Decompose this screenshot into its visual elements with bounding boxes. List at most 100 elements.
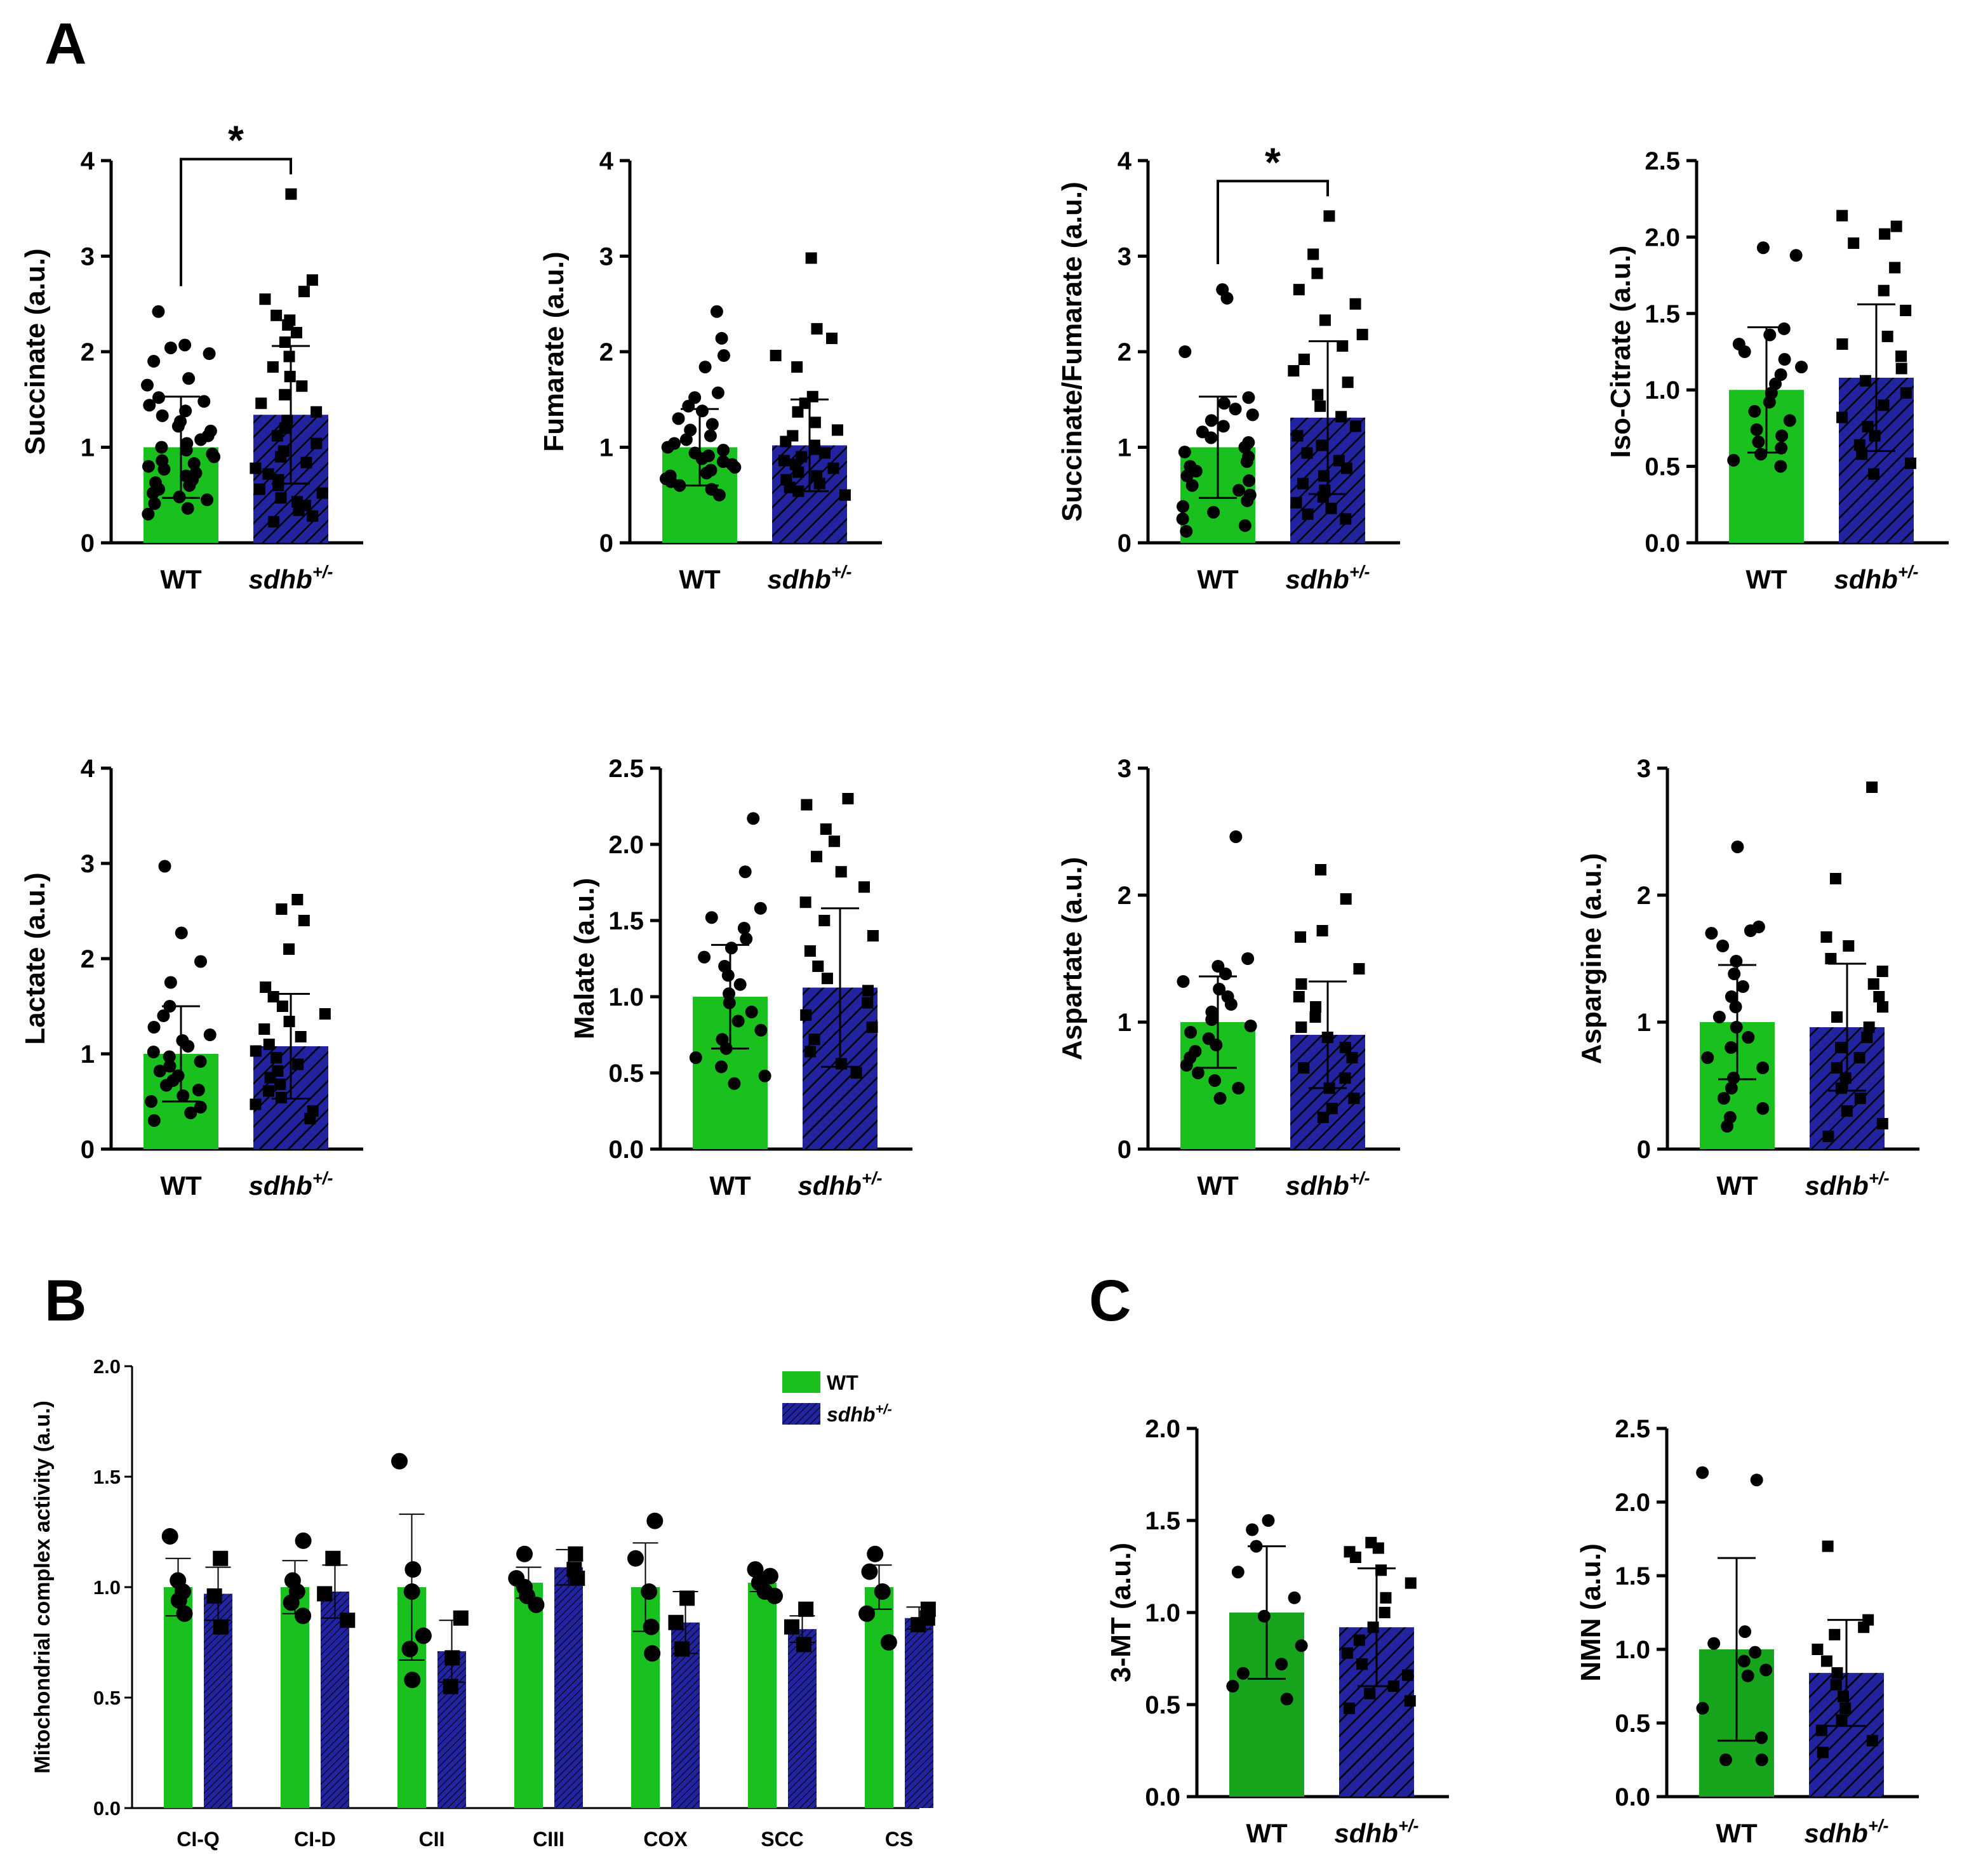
data-point-wt	[147, 1046, 160, 1058]
data-point-sdhb	[1889, 262, 1901, 274]
chart-4: 0.0 0.5 1.0 1.5 2.0 2.5 Iso-Citrate (a.u.) WT sd…	[1605, 147, 1949, 594]
x-tick-label: COX	[643, 1828, 688, 1851]
data-point-wt	[1696, 1466, 1709, 1479]
data-point-sdhb	[1876, 1001, 1888, 1013]
data-point-sdhb	[1839, 1702, 1852, 1714]
y-tick-label: 0.0	[1615, 1783, 1650, 1811]
data-point-sdhb	[1836, 1714, 1848, 1726]
data-point-sdhb	[282, 319, 294, 331]
data-point-wt	[152, 305, 165, 318]
data-point-sdhb	[1876, 966, 1888, 977]
y-tick-label: 1.5	[1645, 300, 1680, 328]
data-point-sdhb	[668, 1614, 684, 1630]
data-point-wt	[1205, 1013, 1218, 1026]
data-point-sdhb	[317, 1586, 333, 1602]
x-label-sdhb-base: sdhb	[249, 1171, 312, 1201]
data-point-sdhb	[1836, 411, 1848, 423]
data-point-wt	[163, 1050, 176, 1063]
data-point-wt	[1244, 1020, 1257, 1032]
y-tick-label: 3	[1118, 755, 1131, 783]
y-tick-label: 0.0	[608, 1136, 644, 1164]
data-point-wt	[1180, 469, 1194, 482]
chart-mitochondrial: 0.0 0.5 1.0 1.5 2.0 Mitochondrial complex act…	[30, 1355, 936, 1851]
data-point-wt	[194, 1055, 207, 1068]
data-point-sdhb	[799, 896, 811, 908]
data-point-sdhb	[1831, 1062, 1843, 1074]
x-label-sdhb: sdhb+/-	[249, 562, 333, 594]
data-point-sdhb	[791, 361, 803, 373]
data-point-sdhb	[1895, 350, 1907, 363]
data-point-wt	[1236, 1666, 1250, 1680]
data-point-sdhb	[1378, 1607, 1391, 1618]
data-point-wt	[1246, 1523, 1259, 1536]
data-point-wt	[1246, 408, 1259, 422]
data-point-wt	[1755, 1753, 1768, 1766]
data-point-sdhb	[1867, 468, 1879, 480]
data-point-wt	[283, 1594, 300, 1611]
data-point-sdhb	[1342, 376, 1354, 389]
data-point-sdhb	[274, 1079, 286, 1090]
y-axis-label: NMN (a.u.)	[1575, 1543, 1606, 1682]
data-point-sdhb	[1862, 420, 1874, 432]
data-point-wt	[1736, 980, 1749, 993]
data-point-wt	[705, 418, 719, 431]
data-point-sdhb	[792, 485, 804, 497]
x-label-sdhb-base: sdhb	[1335, 1818, 1398, 1848]
data-point-wt	[1775, 441, 1788, 455]
data-point-sdhb	[826, 332, 838, 344]
data-point-wt	[404, 1672, 421, 1689]
y-tick-label: 1	[1637, 1009, 1651, 1037]
data-point-wt	[1217, 420, 1230, 433]
data-point-sdhb	[1356, 1658, 1368, 1670]
data-point-sdhb	[1348, 1093, 1360, 1104]
data-point-sdhb	[1317, 1112, 1329, 1123]
legend-swatch-wt	[782, 1371, 820, 1393]
data-point-sdhb	[1873, 991, 1885, 1002]
data-point-sdhb	[1900, 387, 1912, 399]
x-label-sdhb: sdhb+/-	[798, 1168, 883, 1201]
bar-sdhb	[905, 1618, 933, 1808]
data-point-sdhb	[275, 492, 287, 504]
data-point-sdhb	[1341, 1647, 1353, 1659]
data-point-wt	[1177, 975, 1190, 988]
data-point-wt	[1742, 1031, 1755, 1044]
data-point-sdhb	[1876, 1118, 1888, 1129]
y-tick-label: 0.5	[93, 1687, 121, 1709]
data-point-wt	[1717, 1092, 1730, 1105]
x-label-wt: WT	[1246, 1818, 1288, 1848]
data-point-wt	[143, 399, 156, 412]
data-point-wt	[880, 1634, 897, 1651]
x-tick-label: CII	[419, 1828, 445, 1851]
data-point-wt	[1749, 1646, 1762, 1659]
y-tick-label: 1.0	[608, 983, 644, 1011]
data-point-sdhb	[1311, 267, 1323, 279]
data-point-wt	[183, 479, 196, 492]
data-point-wt	[1224, 998, 1238, 1011]
data-point-sdhb	[1309, 1011, 1321, 1023]
data-point-wt	[1752, 436, 1765, 449]
data-point-wt	[858, 1605, 876, 1622]
data-point-wt	[673, 479, 686, 492]
data-point-sdhb	[290, 326, 302, 338]
x-label-sdhb: sdhb+/-	[768, 562, 852, 594]
data-point-sdhb	[867, 930, 879, 941]
data-point-wt	[140, 378, 154, 392]
data-point-wt	[1250, 1540, 1263, 1553]
data-point-wt	[754, 901, 767, 915]
data-point-sdhb	[780, 436, 792, 448]
panel-letter-b: B	[44, 1268, 86, 1333]
bar-sdhb	[788, 1629, 817, 1808]
legend-label-sdhb: sdhb+/-	[827, 1401, 892, 1426]
data-point-sdhb	[1298, 1062, 1310, 1074]
data-point-wt	[182, 372, 196, 385]
data-point-sdhb	[1829, 1628, 1841, 1640]
data-point-sdhb	[820, 823, 832, 835]
legend-swatch-sdhb	[782, 1403, 820, 1425]
x-label-sdhb-sup: +/-	[312, 1168, 333, 1188]
data-point-wt	[1721, 1120, 1734, 1133]
y-tick-label: 0	[599, 529, 613, 557]
y-tick-label: 1.0	[1145, 1599, 1180, 1627]
data-point-wt	[661, 441, 674, 454]
x-label-wt-base: WT	[1197, 1171, 1239, 1201]
data-point-sdhb	[1829, 873, 1841, 884]
